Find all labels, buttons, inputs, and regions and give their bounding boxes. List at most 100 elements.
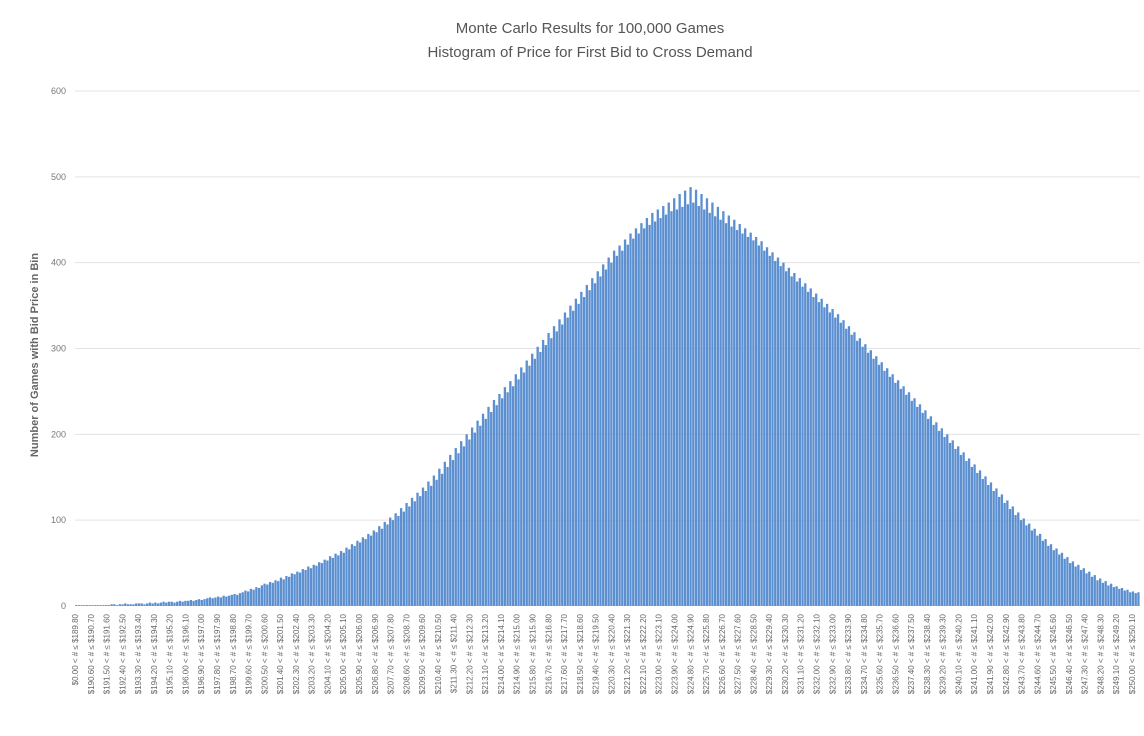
histogram-bar — [689, 187, 692, 606]
x-axis-ticks: $0.00 < # ≤ $189.80 $190.60 < # ≤ $190.70… — [71, 613, 1137, 694]
histogram-bar — [279, 577, 283, 606]
x-tick-label: $247.30 < # ≤ $247.40 — [1081, 613, 1090, 694]
histogram-bar — [662, 206, 665, 606]
x-tick-label: $245.50 < # ≤ $245.60 — [1049, 613, 1058, 694]
histogram-bar — [304, 569, 307, 606]
histogram-bar — [334, 553, 337, 606]
histogram-bar — [593, 283, 597, 606]
histogram-bar — [790, 276, 793, 606]
histogram-bar — [1101, 582, 1105, 606]
histogram-bar — [948, 442, 952, 606]
histogram-bar — [1030, 530, 1034, 606]
histogram-bar — [135, 603, 138, 606]
x-tick-label: $206.80 < # ≤ $206.90 — [371, 613, 380, 694]
histogram-bar — [735, 230, 739, 607]
y-tick-label: 400 — [51, 258, 66, 268]
histogram-bar — [539, 351, 542, 606]
x-tick-label: $230.20 < # ≤ $230.30 — [781, 613, 790, 694]
histogram-bar — [673, 198, 676, 607]
histogram-bar — [842, 320, 845, 606]
x-tick-label: $218.50 < # ≤ $218.60 — [576, 613, 585, 694]
histogram-bar — [476, 420, 479, 606]
histogram-bar — [271, 582, 274, 606]
histogram-bar — [263, 583, 266, 606]
histogram-bar — [697, 206, 700, 606]
histogram-bar — [861, 346, 864, 606]
x-tick-label: $214.90 < # ≤ $215.00 — [513, 613, 522, 694]
histogram-bar — [282, 579, 285, 606]
histogram-bar — [410, 497, 414, 606]
histogram-bar — [785, 271, 788, 606]
histogram-bar — [225, 596, 228, 606]
histogram-bar — [561, 324, 564, 606]
histogram-bar — [440, 473, 444, 606]
histogram-bar — [405, 503, 408, 606]
histogram-bar — [1109, 583, 1113, 606]
x-tick-label: $191.50 < # ≤ $191.60 — [103, 613, 112, 694]
histogram-bar — [361, 537, 365, 606]
histogram-bar — [211, 598, 214, 606]
histogram-bar — [815, 293, 818, 606]
histogram-bar — [907, 392, 911, 606]
histogram-bar — [342, 552, 345, 606]
histogram-bar — [719, 219, 722, 606]
histogram-bar — [1006, 500, 1009, 606]
x-tick-label: $219.40 < # ≤ $219.50 — [592, 613, 601, 694]
histogram-bar — [468, 439, 471, 606]
histogram-bar — [812, 297, 815, 606]
x-tick-label: $217.60 < # ≤ $217.70 — [560, 613, 569, 694]
x-tick-label: $237.40 < # ≤ $237.50 — [907, 613, 916, 694]
histogram-bar — [741, 233, 744, 607]
histogram-bar — [951, 440, 954, 606]
histogram-bar — [765, 247, 769, 606]
histogram-bar — [798, 278, 801, 606]
x-tick-label: $200.50 < # ≤ $200.60 — [260, 613, 269, 694]
histogram-bar — [1025, 525, 1028, 606]
histogram-bar — [845, 328, 848, 606]
histogram-bar — [978, 470, 982, 606]
x-tick-label: $203.20 < # ≤ $203.30 — [308, 613, 317, 694]
histogram-bar — [531, 353, 534, 606]
histogram-bar — [536, 346, 539, 606]
histogram-bar — [184, 600, 187, 606]
histogram-bar — [771, 252, 774, 606]
histogram-bar — [126, 604, 130, 606]
histogram-bar — [162, 601, 165, 606]
histogram-bar — [1118, 588, 1121, 606]
histogram-bar — [738, 224, 741, 607]
histogram-bar — [637, 233, 640, 607]
histogram-bar — [143, 604, 146, 606]
histogram-bar — [749, 232, 752, 607]
y-axis-ticks: 0 100 200 300 400 500 600 — [51, 86, 66, 611]
histogram-bar — [839, 322, 842, 606]
histogram-bar — [937, 430, 941, 606]
histogram-bar — [757, 245, 761, 606]
histogram-bar — [880, 362, 883, 606]
histogram-bar — [1079, 569, 1083, 606]
histogram-bar — [940, 428, 943, 606]
histogram-bar — [566, 317, 569, 606]
x-tick-label: $241.90 < # ≤ $242.00 — [986, 613, 995, 694]
histogram-bar — [323, 559, 326, 606]
histogram-bar — [989, 482, 993, 606]
histogram-bar — [967, 458, 971, 606]
histogram-bar — [501, 398, 504, 606]
x-tick-label: $223.90 < # ≤ $224.00 — [670, 613, 679, 694]
histogram-bar — [115, 605, 119, 606]
x-tick-label: $228.40 < # ≤ $228.50 — [749, 613, 758, 694]
histogram-bar — [208, 597, 212, 606]
histogram-bar — [760, 241, 763, 606]
histogram-bar — [424, 490, 427, 606]
histogram-bar — [700, 194, 703, 606]
histogram-bar — [959, 454, 963, 606]
x-tick-label: $220.30 < # ≤ $220.40 — [607, 613, 616, 694]
histogram-bar — [492, 400, 496, 606]
x-tick-label: $209.50 < # ≤ $209.60 — [418, 613, 427, 694]
histogram-bar — [708, 212, 711, 606]
x-tick-label: $231.10 < # ≤ $231.20 — [797, 613, 806, 694]
histogram-bar — [711, 202, 714, 606]
histogram-bar — [817, 302, 821, 606]
histogram-bar — [615, 255, 619, 607]
x-tick-label: $242.80 < # ≤ $242.90 — [1002, 613, 1011, 694]
histogram-bar — [1137, 592, 1140, 606]
